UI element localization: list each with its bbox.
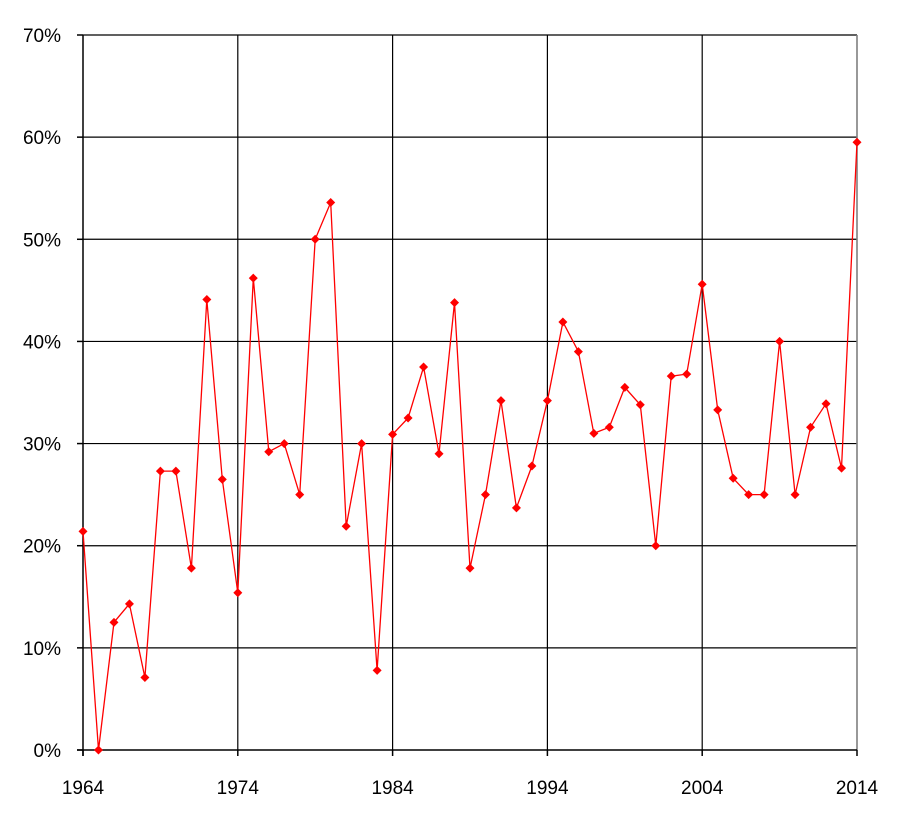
data-point (837, 463, 847, 473)
data-point (527, 461, 537, 471)
markers-layer (78, 137, 862, 755)
y-tick-label: 0% (34, 741, 62, 762)
data-point (434, 449, 444, 459)
series-layer (82, 142, 858, 751)
data-point (604, 422, 614, 432)
data-point (542, 396, 552, 406)
x-tick-label: 1994 (526, 778, 569, 799)
data-point (279, 439, 289, 449)
y-tick-label: 20% (23, 537, 61, 558)
data-point (682, 369, 692, 379)
data-point (728, 473, 738, 483)
data-point (295, 490, 305, 500)
series-line (82, 142, 858, 751)
x-tick-label: 1974 (217, 778, 260, 799)
y-tick-label: 10% (23, 639, 61, 660)
data-point (93, 745, 103, 755)
data-point (759, 490, 769, 500)
data-point (171, 466, 181, 476)
data-point (821, 399, 831, 409)
y-tick-label: 40% (23, 332, 61, 353)
y-tick-label: 50% (23, 230, 61, 251)
data-point (233, 588, 243, 598)
y-tick-label: 70% (23, 26, 61, 47)
tick-labels: 0% 10% 20% 30% 40% 50% 60% 70% 1964 1974 1984 1994 2… (23, 26, 879, 799)
data-point (109, 617, 119, 627)
data-point (155, 466, 165, 476)
data-point (357, 439, 367, 449)
data-point (124, 599, 134, 609)
data-point (403, 413, 413, 423)
data-point (326, 198, 336, 208)
data-point (620, 382, 630, 392)
data-point (450, 298, 460, 308)
y-tick-label: 60% (23, 128, 61, 149)
data-point (573, 347, 583, 357)
data-point (480, 490, 490, 500)
x-tick-label: 2004 (681, 778, 724, 799)
data-point (790, 490, 800, 500)
data-point (465, 563, 475, 573)
y-tick-label: 30% (23, 435, 61, 456)
data-point (310, 234, 320, 244)
data-point (775, 336, 785, 346)
data-point (666, 371, 676, 381)
grid (83, 34, 858, 750)
data-point (496, 396, 506, 406)
data-point (388, 429, 398, 439)
x-tick-label: 1964 (62, 778, 105, 799)
data-point (217, 474, 227, 484)
x-tick-label: 2014 (836, 778, 879, 799)
data-point (341, 521, 351, 531)
data-point (635, 400, 645, 410)
data-point (140, 672, 150, 682)
data-point (511, 503, 521, 513)
data-point (744, 490, 754, 500)
data-point (372, 665, 382, 675)
data-point (806, 422, 816, 432)
data-point (419, 362, 429, 372)
data-point (651, 541, 661, 551)
data-point (202, 295, 212, 305)
data-point (589, 428, 599, 438)
data-point (248, 273, 258, 283)
data-point (78, 526, 88, 536)
data-point (713, 405, 723, 415)
x-tick-label: 1984 (371, 778, 414, 799)
data-point (264, 447, 274, 457)
data-point (852, 137, 862, 147)
data-point (186, 563, 196, 573)
data-point (558, 317, 568, 327)
data-point (697, 279, 707, 289)
